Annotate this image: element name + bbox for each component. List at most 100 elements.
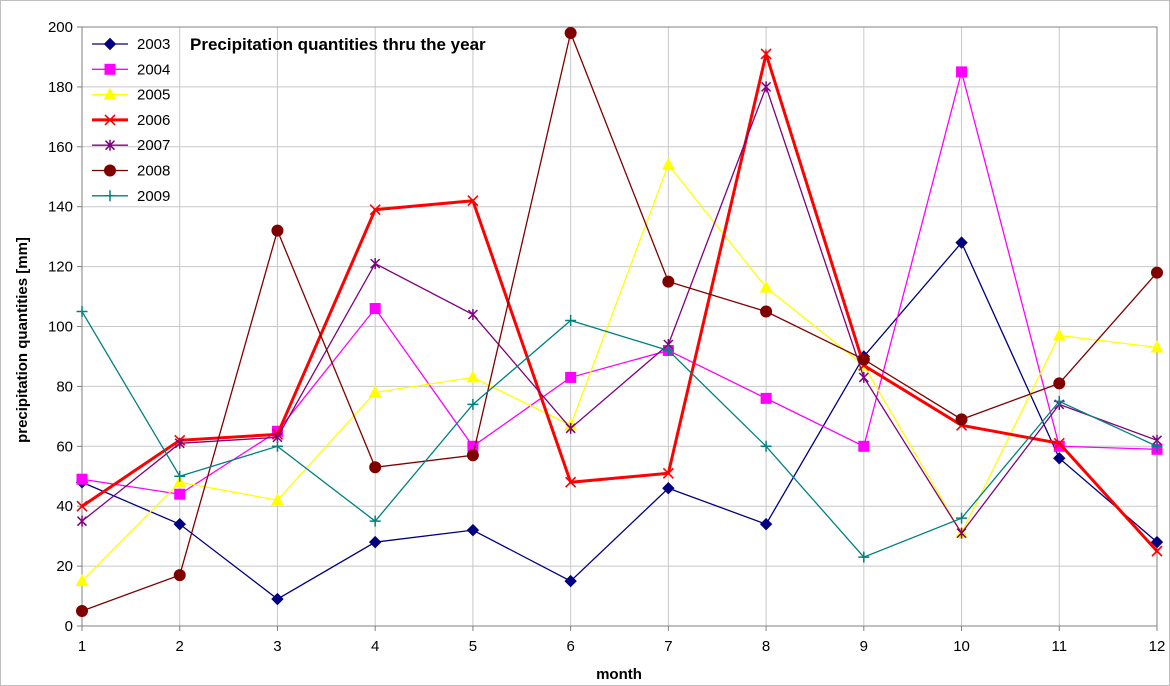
series-line-2008 <box>81 30 1158 612</box>
data-point <box>76 473 88 485</box>
legend-label: 2008 <box>137 163 170 180</box>
data-point <box>271 440 283 452</box>
y-tick-label: 60 <box>56 438 73 455</box>
data-point <box>370 258 381 270</box>
data-point <box>467 195 479 207</box>
data-point <box>956 527 967 539</box>
series-line-2005 <box>81 163 1158 582</box>
data-point <box>467 309 478 321</box>
x-tick-label: 2 <box>176 638 184 655</box>
y-tick-label: 120 <box>48 259 73 276</box>
data-point <box>76 515 88 527</box>
legend-item-2008: 2008 <box>92 163 170 180</box>
data-point <box>174 437 185 449</box>
data-point <box>760 305 773 318</box>
legend-label: 2003 <box>137 36 170 53</box>
series-line-2004 <box>81 69 1158 495</box>
data-point <box>75 573 89 587</box>
legend-marker <box>104 190 116 202</box>
data-point <box>174 488 186 500</box>
legend-marker <box>104 139 116 151</box>
data-point <box>565 476 577 488</box>
series-line-2006 <box>81 48 1159 553</box>
data-point <box>173 569 186 582</box>
data-point <box>955 236 968 249</box>
data-point <box>956 66 968 78</box>
data-point <box>662 344 674 356</box>
data-point <box>369 515 381 527</box>
x-tick-label: 7 <box>664 638 672 655</box>
data-point <box>271 592 284 606</box>
data-point <box>1150 340 1164 353</box>
data-point <box>369 204 381 216</box>
data-point <box>1053 377 1066 390</box>
x-tick-label: 1 <box>78 638 86 655</box>
data-point <box>759 517 773 531</box>
series-group <box>75 26 1164 618</box>
data-point <box>76 306 88 318</box>
y-tick-label: 40 <box>56 498 73 515</box>
data-point <box>760 48 772 60</box>
x-tick-label: 11 <box>1051 638 1067 655</box>
y-tick-label: 80 <box>56 378 73 395</box>
data-point <box>1151 266 1163 279</box>
data-point <box>369 461 382 474</box>
data-point <box>858 440 870 452</box>
y-tick-label: 160 <box>48 139 73 156</box>
data-point <box>1052 328 1066 341</box>
y-tick-label: 180 <box>48 79 73 96</box>
data-point <box>565 422 576 434</box>
x-tick-label: 12 <box>1149 638 1166 655</box>
legend-item-2004: 2004 <box>92 61 170 78</box>
legend-marker <box>104 164 116 177</box>
data-point <box>76 500 88 512</box>
x-tick-label: 4 <box>371 638 379 655</box>
data-point <box>662 275 675 288</box>
legend-label: 2006 <box>137 112 170 129</box>
y-tick-label: 20 <box>56 558 73 575</box>
data-point <box>466 449 479 462</box>
y-tick-label: 140 <box>48 199 73 216</box>
data-point <box>564 26 577 39</box>
data-point <box>760 392 772 404</box>
series-2009 <box>76 306 1163 563</box>
data-point <box>1053 395 1065 407</box>
data-point <box>955 413 968 426</box>
legend: 2003 2004 2005 2006 2007 2008 2009 <box>92 36 170 205</box>
y-tick-label: 0 <box>65 618 73 635</box>
y-axis-title: precipitation quantities [mm] <box>14 237 31 443</box>
data-point <box>1053 452 1066 465</box>
data-point <box>662 467 674 479</box>
series-line-2009 <box>81 311 1158 558</box>
data-point <box>662 482 675 495</box>
legend-item-2006: 2006 <box>92 112 170 129</box>
data-point <box>173 517 186 531</box>
data-point <box>956 512 968 524</box>
data-point <box>565 315 577 327</box>
y-tick-label: 100 <box>48 319 73 336</box>
data-point <box>76 605 88 618</box>
legend-label: 2007 <box>137 137 170 154</box>
data-point <box>369 303 381 315</box>
data-point <box>1151 440 1163 452</box>
x-tick-label: 5 <box>469 638 477 655</box>
data-point <box>857 353 870 366</box>
data-point <box>467 398 479 410</box>
data-point <box>858 551 870 563</box>
data-point <box>662 157 675 170</box>
legend-item-2003: 2003 <box>92 36 170 53</box>
data-point <box>565 371 577 383</box>
chart-title: Precipitation quantities thru the year <box>190 35 486 54</box>
data-point <box>760 440 772 452</box>
data-point <box>1053 437 1065 449</box>
y-tick-label: 200 <box>48 19 73 36</box>
series-2004 <box>76 66 1163 500</box>
data-point <box>1151 545 1163 557</box>
data-point <box>271 493 284 506</box>
legend-label: 2004 <box>137 61 170 78</box>
legend-label: 2009 <box>137 188 170 205</box>
data-point <box>858 371 869 383</box>
legend-item-2005: 2005 <box>92 87 170 104</box>
